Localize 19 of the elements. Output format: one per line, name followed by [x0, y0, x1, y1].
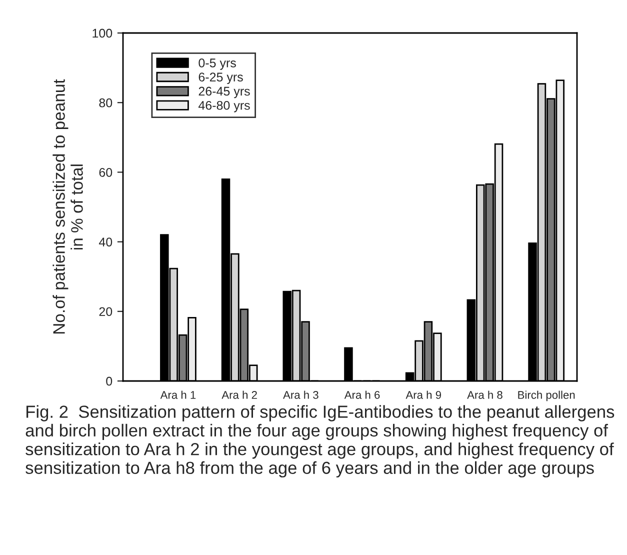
- x-tick-label: Ara h 6: [344, 390, 380, 399]
- legend-label: 6-25 yrs: [198, 72, 243, 84]
- x-tick-label: Ara h 2: [222, 390, 257, 399]
- y-tick-label: 40: [98, 238, 112, 246]
- y-tick-label: 80: [99, 98, 112, 108]
- legend-label: 0-5 yrs: [198, 58, 236, 70]
- y-axis-title: No.of patients sensitized to peanut in % of total: [52, 79, 83, 334]
- legend-label: 26-45 yrs: [198, 86, 250, 98]
- caption: Fig. 2 Sensitization pattern of specific IgE-antibodies to the peanut allergens and birch pollen extract in the four age groups showing highest frequency of sensitization to Ara h 2 in the youngest age groups, and highest frequency of sensitization to Ara h8 from the age of 6 years and in the older age groups: [26, 405, 614, 478]
- y-tick-label: 0: [106, 376, 112, 386]
- x-tick-label: Ara h 1: [160, 390, 196, 399]
- y-tick-label: 60: [99, 168, 112, 177]
- x-tick-label: Ara h 8: [467, 390, 502, 399]
- x-tick-label: Ara h 9: [406, 390, 442, 399]
- x-tick-label: Birch pollen: [518, 390, 575, 402]
- legend-label: 46-80 yrs: [198, 100, 250, 112]
- y-tick-label: 20: [99, 307, 112, 316]
- x-tick-label: Ara h 3: [283, 390, 318, 399]
- y-tick-label: 100: [92, 28, 112, 38]
